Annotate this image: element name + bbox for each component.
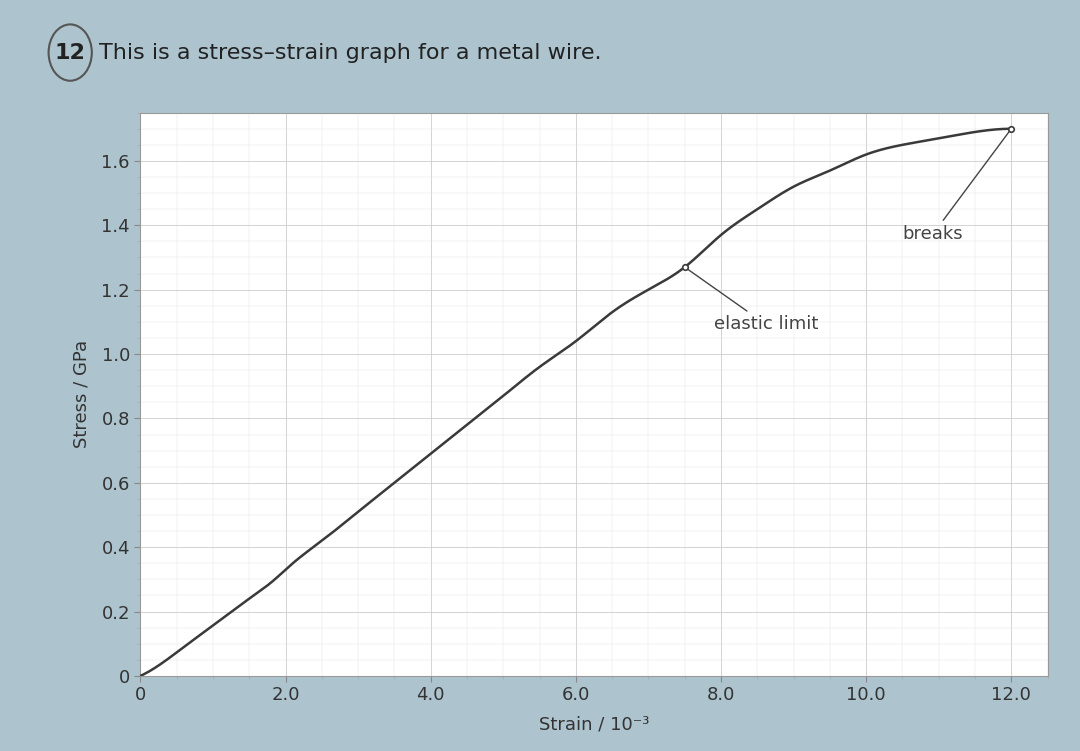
X-axis label: Strain / 10⁻³: Strain / 10⁻³ <box>539 716 649 734</box>
Text: breaks: breaks <box>903 131 1010 243</box>
Y-axis label: Stress / GPa: Stress / GPa <box>72 340 91 448</box>
Text: elastic limit: elastic limit <box>687 269 819 333</box>
Text: 12: 12 <box>55 43 85 62</box>
Text: This is a stress–strain graph for a metal wire.: This is a stress–strain graph for a meta… <box>99 43 602 62</box>
